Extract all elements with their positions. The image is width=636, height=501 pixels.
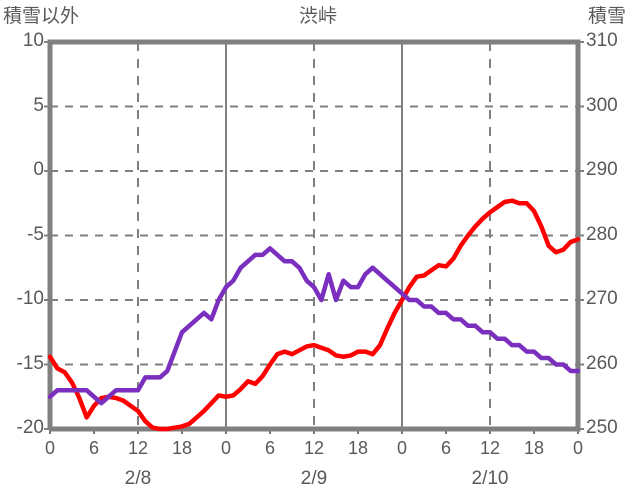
- left-axis-tick-label: 10: [22, 30, 44, 51]
- x-axis-tick-label: 12: [127, 438, 149, 458]
- series-line-temperature: [47, 198, 581, 432]
- x-axis-tick-label: 0: [44, 438, 55, 458]
- right-axis-tick-label: 300: [586, 94, 618, 116]
- x-axis-tick-label: 0: [220, 438, 231, 458]
- left-axis-tick-label: -15: [16, 352, 44, 374]
- left-axis-title: 積雪以外: [3, 6, 80, 27]
- right-axis-tick-label: 250: [586, 417, 618, 438]
- x-axis-day-label: 2/8: [124, 468, 152, 489]
- right-axis-tick-label: 260: [586, 352, 618, 374]
- grid-lines: [50, 42, 578, 429]
- right-axis-tick-label: 310: [586, 30, 618, 51]
- right-axis-title: 積雪: [588, 6, 627, 27]
- x-axis-tick-label: 0: [396, 438, 407, 458]
- x-axis-day-label: 2/9: [300, 468, 328, 489]
- left-axis-tick-label: 0: [33, 159, 44, 180]
- x-axis-tick-label: 6: [264, 438, 275, 458]
- page-title: 渋峠: [298, 6, 337, 27]
- x-axis-tick-label: 6: [88, 438, 99, 458]
- right-axis-tick-label: 280: [586, 223, 618, 245]
- x-axis-tick-label: 12: [303, 438, 325, 458]
- x-axis-tick-label: 18: [171, 438, 193, 458]
- right-axis-tick-label: 290: [586, 159, 618, 180]
- series-line-snowdepth: [47, 246, 581, 406]
- right-axis-tick-label: 270: [586, 288, 618, 309]
- x-axis-tick-label: 18: [523, 438, 545, 458]
- x-axis-tick-label: 6: [440, 438, 451, 458]
- x-axis-tick-label: 12: [479, 438, 501, 458]
- left-axis-tick-label: -20: [16, 417, 44, 438]
- axis-tick-marks: [44, 41, 584, 434]
- x-axis-day-label: 2/10: [471, 468, 509, 489]
- left-axis-tick-label: -10: [16, 288, 44, 309]
- left-axis-tick-label: 5: [33, 94, 44, 116]
- data-series-layer: [47, 198, 581, 432]
- left-axis-tick-label: -5: [27, 223, 44, 245]
- x-axis-tick-label: 0: [572, 438, 583, 458]
- x-axis-tick-label: 18: [347, 438, 369, 458]
